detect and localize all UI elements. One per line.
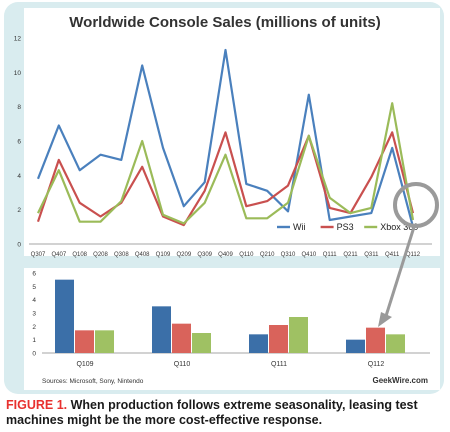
callout-arrow-line: [384, 226, 416, 317]
line-chart-title: Worldwide Console Sales (millions of uni…: [69, 14, 380, 31]
bar-wii-q110: [152, 306, 171, 353]
line-chart-x-tick-label: Q411: [385, 252, 400, 258]
line-chart-x-tick-label: Q307: [31, 252, 46, 258]
bar-wii-q112: [346, 339, 365, 353]
bar-chart-y-tick-label: 4: [32, 297, 36, 304]
line-chart-x-tick-label: Q209: [176, 252, 191, 258]
legend-label: Wii: [293, 222, 306, 232]
legend-label: Xbox 360: [380, 222, 418, 232]
line-chart-y-tick-label: 4: [17, 173, 21, 180]
bar-ps3-q109: [75, 330, 94, 353]
line-chart-y-ticks: 0 2 4 6 8 10 12: [14, 36, 22, 249]
bar-chart-x-tick-label: Q111: [271, 361, 287, 368]
line-chart-y-tick-label: 8: [17, 104, 21, 111]
bar-ps3-q112: [366, 327, 385, 353]
bar-xbox-360-q110: [192, 333, 211, 353]
bar-chart-x-tick-label: Q109: [76, 361, 93, 368]
caption-text: When production follows extreme seasonal…: [6, 398, 418, 427]
bar-chart-y-tick-label: 2: [32, 324, 36, 331]
figure-caption: FIGURE 1. When production follows extrem…: [6, 398, 444, 428]
line-chart-x-tick-label: Q407: [51, 252, 66, 258]
bar-xbox-360-q109: [95, 330, 114, 353]
bar-chart-x-ticks: Q109 Q110 Q111 Q112: [76, 361, 384, 368]
line-chart-x-tick-label: Q111: [323, 252, 337, 258]
line-chart-y-tick-label: 12: [14, 36, 22, 43]
bar-chart: 0 1 2 3 4 5 6 Q109 Q110 Q111 Q112 Sources: Micros…: [24, 268, 440, 390]
bar-xbox-360-q112: [386, 334, 405, 353]
line-chart: Worldwide Console Sales (millions of uni…: [14, 8, 440, 258]
line-chart-y-tick-label: 10: [14, 70, 22, 77]
line-chart-x-tick-label: Q410: [301, 252, 316, 258]
caption-label: FIGURE 1.: [6, 398, 68, 412]
line-chart-x-tick-label: Q210: [260, 252, 275, 258]
line-chart-series: [36, 48, 415, 228]
bar-xbox-360-q111: [289, 317, 308, 353]
line-chart-x-tick-label: Q109: [156, 252, 171, 258]
line-chart-x-tick-label: Q208: [93, 252, 108, 258]
line-chart-y-tick-label: 0: [17, 242, 21, 249]
line-chart-x-ticks: Q307 Q407 Q108 Q208 Q308 Q408 Q109 Q209 Q309 Q409…: [31, 252, 421, 258]
bar-chart-x-tick-label: Q112: [368, 361, 385, 368]
bar-ps3-q110: [172, 323, 191, 353]
bar-chart-y-tick-label: 6: [32, 271, 36, 278]
q112-callout: [378, 182, 439, 327]
line-chart-y-tick-label: 6: [17, 139, 21, 146]
bar-chart-y-tick-label: 5: [32, 284, 36, 291]
line-chart-x-tick-label: Q211: [343, 252, 358, 258]
line-chart-x-tick-label: Q310: [281, 252, 296, 258]
line-chart-background: [24, 8, 440, 256]
bar-ps3-q111: [269, 325, 288, 353]
callout-arrow-head: [378, 312, 392, 327]
line-chart-x-tick-label: Q309: [197, 252, 212, 258]
line-chart-x-tick-label: Q112: [406, 252, 421, 258]
line-chart-x-tick-label: Q108: [72, 252, 87, 258]
callout-circle: [393, 182, 439, 228]
bar-chart-y-tick-label: 0: [32, 351, 36, 358]
bar-chart-x-tick-label: Q110: [174, 361, 191, 368]
bar-chart-y-ticks: 0 1 2 3 4 5 6: [32, 271, 36, 358]
credit-label: GeekWire.com: [372, 376, 428, 385]
bar-chart-y-tick-label: 3: [32, 311, 36, 318]
bar-chart-y-tick-label: 1: [32, 337, 36, 344]
line-chart-legend: Wii PS3 Xbox 360: [277, 222, 418, 232]
legend-label: PS3: [337, 222, 354, 232]
line-chart-x-tick-label: Q409: [218, 252, 233, 258]
bar-wii-q111: [249, 334, 268, 353]
source-note: Sources: Microsoft, Sony, Nintendo: [42, 378, 144, 385]
bar-chart-bars: [55, 279, 405, 353]
line-chart-x-tick-label: Q110: [239, 252, 254, 258]
line-chart-x-tick-label: Q408: [135, 252, 150, 258]
bar-wii-q109: [55, 279, 74, 353]
line-chart-x-tick-label: Q308: [114, 252, 129, 258]
line-series-xbox-360: [37, 102, 415, 225]
line-series-wii: [36, 48, 415, 228]
line-chart-x-tick-label: Q311: [364, 252, 379, 258]
line-chart-y-tick-label: 2: [17, 207, 21, 214]
